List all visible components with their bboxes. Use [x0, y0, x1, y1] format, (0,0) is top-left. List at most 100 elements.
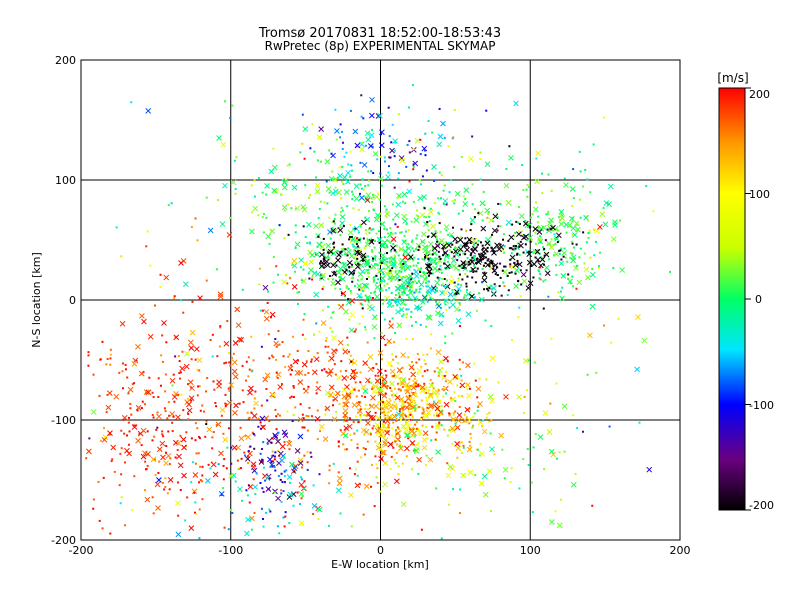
data-point-cross [522, 220, 529, 227]
data-point-cross [253, 400, 259, 407]
data-point-dot [447, 242, 450, 245]
data-point-cross [422, 276, 429, 283]
data-point-cross [169, 411, 176, 417]
data-point-dot [398, 296, 401, 299]
data-point-cross [124, 447, 130, 454]
data-point-cross [491, 249, 497, 256]
data-point-cross [279, 457, 285, 464]
data-point-dot [403, 262, 406, 265]
data-point-dot [224, 402, 227, 405]
data-point-dot [370, 201, 373, 204]
data-point-dot [360, 278, 363, 281]
data-point-dot [451, 332, 454, 335]
data-point-dot [316, 159, 319, 162]
data-point-dot [412, 163, 415, 166]
data-point-cross [331, 416, 338, 423]
data-point-cross [273, 188, 279, 194]
data-point-cross [140, 453, 147, 460]
data-point-cross [387, 441, 394, 448]
data-point-cross [275, 495, 281, 502]
data-point-cross [381, 376, 388, 383]
data-point-dot [173, 295, 176, 298]
data-point-cross [220, 141, 227, 148]
data-point-dot [485, 378, 488, 381]
data-point-dot [152, 396, 155, 399]
data-point-cross [508, 154, 514, 161]
data-point-dot [444, 303, 447, 306]
data-point-dot [510, 247, 513, 250]
data-point-cross [382, 481, 389, 488]
data-point-cross [378, 142, 385, 149]
data-point-dot [397, 473, 400, 476]
data-point-dot [422, 353, 425, 356]
data-point-dot [332, 242, 335, 245]
data-point-dot [362, 447, 365, 450]
data-point-cross [453, 306, 460, 313]
data-point-cross [156, 477, 162, 483]
data-point-dot [349, 150, 352, 153]
data-point-cross [258, 459, 265, 465]
data-point-dot [509, 265, 512, 268]
data-point-cross [315, 271, 321, 278]
data-point-dot [333, 177, 336, 180]
data-point-dot [510, 271, 513, 274]
data-point-dot [372, 277, 375, 280]
data-point-dot [255, 472, 258, 475]
data-point-cross [379, 387, 385, 394]
data-point-dot [307, 415, 310, 418]
data-point-cross [101, 436, 108, 443]
data-point-dot [215, 405, 218, 408]
data-point-cross [525, 285, 532, 291]
data-point-dot [417, 215, 420, 218]
data-point-dot [143, 403, 146, 406]
data-point-dot [416, 297, 419, 300]
data-point-dot [367, 408, 370, 411]
data-point-dot [327, 305, 330, 308]
data-point-dot [404, 275, 407, 278]
data-point-dot [484, 319, 487, 322]
data-point-dot [458, 253, 461, 256]
data-point-dot [381, 384, 384, 387]
data-point-cross [442, 198, 449, 204]
data-point-dot [483, 271, 486, 274]
data-point-dot [178, 377, 181, 380]
data-point-dot [292, 413, 295, 416]
data-point-dot [385, 244, 388, 247]
data-point-cross [265, 486, 272, 492]
data-point-dot [392, 375, 395, 378]
data-point-dot [353, 330, 356, 333]
data-point-dot [558, 451, 561, 454]
data-point-dot [418, 179, 421, 182]
data-point-dot [472, 416, 475, 419]
data-point-dot [554, 237, 557, 240]
data-point-dot [388, 398, 391, 401]
data-point-cross [470, 266, 476, 273]
data-point-dot [332, 241, 335, 244]
data-point-dot [543, 254, 546, 257]
data-point-dot [425, 396, 428, 399]
data-point-cross [561, 403, 568, 410]
data-point-dot [482, 191, 485, 194]
data-point-cross [548, 519, 555, 525]
data-point-dot [534, 433, 537, 436]
data-point-dot [544, 239, 547, 242]
data-point-dot [153, 458, 156, 461]
data-point-dot [437, 374, 440, 377]
data-point-dot [146, 430, 149, 433]
data-point-dot [460, 284, 463, 287]
data-point-dot [380, 289, 383, 292]
data-point-cross [297, 433, 304, 440]
data-point-dot [212, 431, 215, 434]
data-point-dot [439, 230, 442, 233]
data-point-dot [329, 237, 332, 240]
data-point-dot [587, 219, 590, 222]
data-point-dot [423, 207, 426, 210]
data-point-dot [321, 369, 324, 372]
data-point-dot [423, 370, 426, 373]
data-point-cross [619, 267, 626, 273]
data-point-dot [171, 430, 174, 433]
data-point-dot [492, 264, 495, 267]
data-point-dot [245, 489, 248, 492]
data-point-dot [399, 382, 402, 385]
data-point-dot [499, 276, 502, 279]
